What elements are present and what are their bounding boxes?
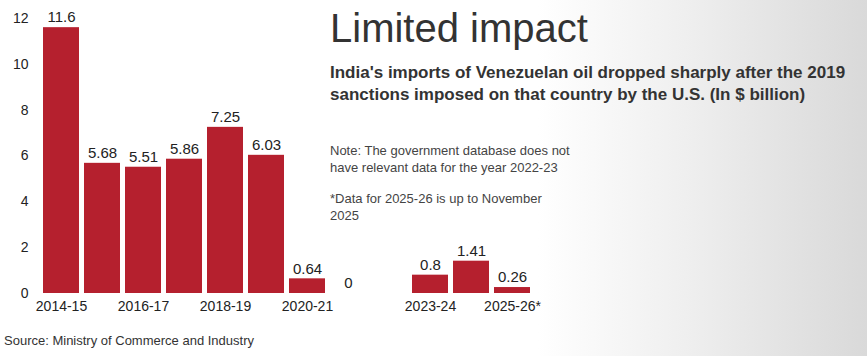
svg-text:2014-15: 2014-15 xyxy=(36,298,88,314)
svg-text:2020-21: 2020-21 xyxy=(282,298,334,314)
html-text:Source: Ministry of Commerce a: Source: Ministry of Commerce and Industr… xyxy=(4,333,254,348)
svg-text:0: 0 xyxy=(21,285,29,301)
svg-text:2025-26*: 2025-26* xyxy=(484,298,541,314)
svg-text:2018-19: 2018-19 xyxy=(200,298,252,314)
svg-text:10: 10 xyxy=(13,56,29,72)
svg-text:11.6: 11.6 xyxy=(47,8,75,25)
html-text:India's imports of Venezuelan: India's imports of Venezuelan oil droppe… xyxy=(330,63,846,104)
svg-text:0.8: 0.8 xyxy=(420,256,441,273)
html-text:Limited impact: Limited impact xyxy=(330,6,588,50)
svg-text:5.86: 5.86 xyxy=(170,140,199,157)
svg-text:7.25: 7.25 xyxy=(211,108,240,125)
svg-text:0.26: 0.26 xyxy=(498,268,527,285)
svg-text:12: 12 xyxy=(13,10,29,26)
svg-text:5.68: 5.68 xyxy=(88,144,117,161)
html-text:*Data for 2025-26 is up to Nov: *Data for 2025-26 is up to November 2025 xyxy=(330,191,542,223)
svg-text:1.41: 1.41 xyxy=(457,242,486,259)
svg-text:8: 8 xyxy=(21,102,29,118)
html-text:Note: The government database: Note: The government database does not h… xyxy=(330,143,570,175)
svg-text:0.64: 0.64 xyxy=(293,260,322,277)
svg-text:5.51: 5.51 xyxy=(129,148,158,165)
svg-text:2023-24: 2023-24 xyxy=(405,298,457,314)
svg-text:2016-17: 2016-17 xyxy=(118,298,170,314)
svg-text:6: 6 xyxy=(21,147,29,163)
svg-text:0: 0 xyxy=(344,274,352,291)
svg-text:2: 2 xyxy=(21,239,29,255)
svg-text:4: 4 xyxy=(21,193,29,209)
svg-text:6.03: 6.03 xyxy=(252,136,281,153)
